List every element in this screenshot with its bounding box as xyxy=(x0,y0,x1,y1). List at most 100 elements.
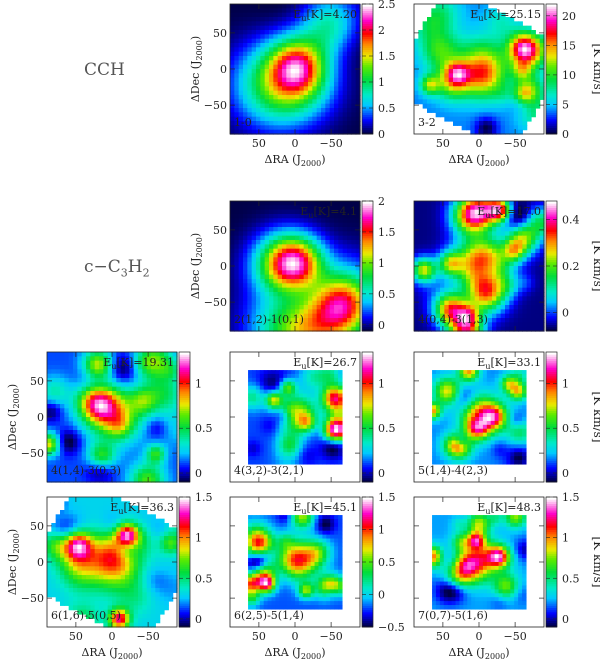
heatmap-cell xyxy=(466,64,471,70)
heatmap-cell xyxy=(474,99,480,105)
colorbar-segment xyxy=(546,123,557,126)
heatmap-cell xyxy=(418,309,424,315)
heatmap-cell xyxy=(435,34,441,40)
heatmap-cell xyxy=(260,227,266,232)
heatmap-cell xyxy=(256,287,261,293)
heatmap-cell xyxy=(172,360,178,366)
heatmap-cell xyxy=(155,399,161,405)
heatmap-cell xyxy=(151,365,156,370)
heatmap-cell xyxy=(479,12,484,18)
heatmap-cell xyxy=(334,389,339,395)
heatmap-cell xyxy=(299,274,305,280)
heatmap-cell xyxy=(453,121,458,126)
heatmap-cell xyxy=(518,205,523,211)
heatmap-cell xyxy=(247,129,253,135)
heatmap-cell xyxy=(342,82,348,87)
heatmap-cell xyxy=(303,30,309,35)
heatmap-cell xyxy=(479,112,484,118)
heatmap-cell xyxy=(418,283,424,289)
heatmap-cell xyxy=(474,296,480,302)
heatmap-cell xyxy=(500,77,506,83)
heatmap-cell xyxy=(418,69,424,74)
heatmap-cell xyxy=(325,201,331,206)
heatmap-cell xyxy=(479,8,484,14)
heatmap-cell xyxy=(116,399,122,405)
heatmap-cell xyxy=(308,56,313,61)
heatmap-cell xyxy=(492,296,497,302)
heatmap-cell xyxy=(444,240,450,245)
heatmap-cell xyxy=(321,300,326,306)
heatmap-cell xyxy=(290,287,296,293)
heatmap-cell xyxy=(492,205,497,211)
heatmap-cell xyxy=(264,209,270,215)
heatmap-cell xyxy=(81,399,87,405)
heatmap-cell xyxy=(518,326,523,332)
heatmap-cell xyxy=(238,34,244,40)
heatmap-cell xyxy=(414,292,419,297)
heatmap-cell xyxy=(422,274,428,280)
heatmap-cell xyxy=(256,305,261,310)
heatmap-cell xyxy=(234,86,240,92)
heatmap-cell xyxy=(505,38,510,44)
heatmap-cell xyxy=(299,201,305,206)
heatmap-cell xyxy=(448,214,454,219)
heatmap-cell xyxy=(509,47,515,53)
heatmap-cell xyxy=(120,369,126,375)
heatmap-cell xyxy=(342,43,348,48)
heatmap-cell xyxy=(151,421,156,427)
heatmap-cell xyxy=(138,469,143,474)
heatmap-cell xyxy=(355,129,361,135)
heatmap-cell xyxy=(94,421,100,427)
heatmap-cell xyxy=(277,8,283,14)
heatmap-cell xyxy=(286,4,292,9)
heatmap-cell xyxy=(316,86,322,92)
colorbar-segment xyxy=(179,399,190,403)
heatmap-cell xyxy=(414,326,419,332)
heatmap-cell xyxy=(496,121,502,126)
heatmap-cell xyxy=(234,326,240,332)
heatmap-cell xyxy=(303,4,309,9)
heatmap-cell xyxy=(347,86,352,92)
heatmap-cell xyxy=(355,244,361,250)
heatmap-cell xyxy=(414,86,419,92)
heatmap-cell xyxy=(535,77,541,83)
colorbar-segment xyxy=(362,240,373,243)
heatmap-cell xyxy=(321,12,326,18)
heatmap-cell xyxy=(90,460,96,466)
heatmap-cell xyxy=(461,318,467,323)
heatmap-cell xyxy=(500,116,506,122)
heatmap-cell xyxy=(251,270,257,276)
heatmap-cell xyxy=(60,412,65,418)
heatmap-cell xyxy=(295,222,300,228)
heatmap-cell xyxy=(260,253,266,258)
heatmap-cell xyxy=(172,443,178,448)
heatmap-cell xyxy=(264,201,270,206)
heatmap-cell xyxy=(99,430,104,435)
heatmap-cell xyxy=(260,82,266,87)
heatmap-cell xyxy=(492,77,497,83)
colorbar-segment xyxy=(362,99,373,102)
colorbar-segment xyxy=(362,307,373,310)
heatmap-cell xyxy=(129,430,135,435)
heatmap-cell xyxy=(316,270,322,276)
heatmap-cell xyxy=(303,99,309,105)
heatmap-cell xyxy=(435,99,441,105)
colorbar-segment xyxy=(362,36,373,40)
heatmap-cell xyxy=(155,443,161,448)
heatmap-cell xyxy=(487,38,493,44)
heatmap-cell xyxy=(312,222,318,228)
colorbar-segment xyxy=(179,417,190,420)
heatmap-cell xyxy=(55,421,61,427)
heatmap-cell xyxy=(492,300,497,306)
heatmap-cell xyxy=(312,270,318,276)
heatmap-cell xyxy=(133,373,139,379)
heatmap-cell xyxy=(234,21,240,27)
heatmap-cell xyxy=(107,373,113,379)
heatmap-cell xyxy=(295,296,300,302)
heatmap-cell xyxy=(238,313,244,319)
heatmap-cell xyxy=(496,248,502,254)
heatmap-cell xyxy=(522,82,528,87)
heatmap-cell xyxy=(539,300,545,306)
heatmap-cell xyxy=(351,125,357,131)
heatmap-cell xyxy=(295,326,300,332)
